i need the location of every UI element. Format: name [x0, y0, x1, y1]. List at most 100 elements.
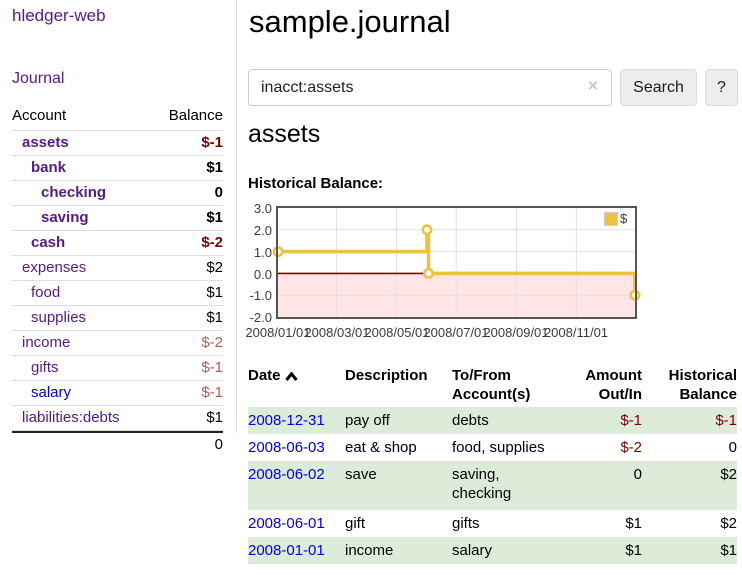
account-balance: $1	[206, 284, 223, 301]
account-balance: $-1	[201, 359, 223, 376]
description-column-header: Description	[345, 367, 428, 384]
account-balance: $1	[206, 209, 223, 226]
account-balance: $2	[206, 259, 223, 276]
transaction-description: pay off	[345, 407, 452, 434]
x-tick-label: 2008/01/01	[245, 325, 311, 340]
accounts-total-value: 0	[214, 436, 223, 453]
account-row-bank: bank $1	[12, 156, 223, 181]
legend-swatch	[604, 211, 618, 226]
transaction-amount: $1	[574, 537, 642, 564]
transaction-amount: $-1	[574, 407, 642, 434]
account-link[interactable]: gifts	[31, 359, 59, 376]
x-tick-label: 2008/09/01	[483, 325, 549, 340]
x-tick-label: 2008/03/01	[304, 325, 370, 340]
amount-column-header: Amount Out/In	[574, 364, 642, 407]
plot-border	[276, 206, 637, 319]
account-row-assets: assets $-1	[12, 131, 223, 156]
accounts-header-line1: To/From	[452, 367, 511, 384]
balance-header-line1: Historical	[668, 367, 737, 384]
transaction-row: 2008-01-01 income salary $1 $1	[248, 537, 737, 564]
transaction-date-link[interactable]: 2008-06-01	[248, 515, 325, 532]
transaction-description: eat & shop	[345, 439, 417, 456]
account-balance: $1	[206, 159, 223, 176]
search-button[interactable]: Search	[620, 69, 697, 106]
account-balance: $1	[206, 309, 223, 326]
account-link[interactable]: saving	[41, 209, 89, 226]
x-tick-label: 2008/11/01	[543, 325, 609, 340]
transaction-balance: $-1	[642, 407, 737, 434]
chart-title: Historical Balance:	[248, 175, 384, 192]
transaction-description: income	[345, 537, 452, 564]
account-link[interactable]: checking	[41, 184, 107, 201]
transaction-date-link[interactable]: 2008-06-03	[248, 439, 325, 456]
date-header-label: Date	[248, 367, 281, 384]
transaction-date-link[interactable]: 2008-12-31	[248, 412, 325, 429]
transaction-row: 2008-12-31 pay off debts $-1 $-1	[248, 407, 737, 434]
transaction-accounts: debts	[452, 407, 574, 434]
transaction-date-link[interactable]: 2008-06-02	[248, 466, 325, 483]
account-row-saving: saving $1	[12, 206, 223, 231]
transaction-accounts: salary	[452, 537, 574, 564]
app-title-link[interactable]: hledger-web	[12, 6, 106, 25]
account-balance: $-2	[201, 234, 223, 251]
sidebar: hledger-web Journal Account Balance asse…	[0, 0, 237, 453]
transaction-balance: $2	[720, 515, 737, 532]
amount-header-line2: Out/In	[598, 386, 642, 403]
amount-header-line1: Amount	[585, 367, 642, 384]
transaction-amount: $1	[625, 515, 642, 532]
transaction-accounts: saving, checking	[452, 461, 574, 510]
transaction-row: 2008-06-03 eat & shop food, supplies $-2…	[248, 434, 737, 461]
y-tick-label: 2.0	[253, 223, 272, 238]
sidebar-item-journal[interactable]: Journal	[12, 70, 65, 87]
transaction-balance: 0	[728, 439, 737, 456]
y-tick-label: -1.0	[249, 288, 272, 303]
register-table: Date Description To/From Account(s) Amou…	[248, 364, 737, 564]
search-input[interactable]	[248, 69, 612, 106]
account-link[interactable]: assets	[22, 134, 69, 151]
transaction-amount: 0	[574, 461, 642, 510]
account-link[interactable]: supplies	[31, 309, 87, 326]
transaction-accounts: gifts	[452, 515, 480, 532]
accounts-table-header: Account Balance	[12, 102, 223, 131]
transaction-row: 2008-06-01 gift gifts $1 $2	[248, 510, 737, 537]
balance-line-chart	[272, 206, 641, 319]
account-link[interactable]: income	[22, 334, 71, 351]
clear-search-icon[interactable]: ×	[588, 76, 598, 95]
balance-header-line2: Balance	[679, 386, 737, 403]
accounts-total-row: 0	[12, 431, 223, 456]
account-row-liabilities-debts: liabilities:debts $1	[12, 406, 223, 431]
account-link[interactable]: food	[31, 284, 61, 301]
account-link[interactable]: salary	[31, 384, 72, 401]
x-tick-label: 2008/07/01	[423, 325, 489, 340]
x-tick-label: 2008/05/01	[364, 325, 430, 340]
account-link[interactable]: bank	[31, 159, 67, 176]
account-balance: $-1	[201, 384, 223, 401]
balance-column-header: Balance	[168, 107, 223, 124]
account-balance: 0	[214, 184, 223, 201]
y-tick-label: -2.0	[249, 310, 272, 325]
account-link[interactable]: cash	[31, 234, 66, 251]
account-row-salary: salary $-1	[12, 381, 223, 406]
accounts-table: Account Balance assets $-1 bank $1 check…	[12, 102, 223, 456]
transaction-accounts: food, supplies	[452, 439, 545, 456]
account-link[interactable]: expenses	[22, 259, 87, 276]
accounts-header-line2: Account(s)	[452, 386, 531, 403]
account-row-income: income $-2	[12, 331, 223, 356]
account-row-cash: cash $-2	[12, 231, 223, 256]
account-row-expenses: expenses $2	[12, 256, 223, 281]
transaction-description: gift	[345, 515, 366, 532]
accounts-column-header: To/From Account(s)	[452, 364, 574, 407]
transaction-balance: $2	[642, 461, 737, 510]
y-tick-label: 1.0	[253, 245, 272, 260]
account-balance: $1	[206, 409, 223, 426]
transaction-row: 2008-06-02 save saving, checking 0 $2	[248, 461, 737, 510]
account-row-gifts: gifts $-1	[12, 356, 223, 381]
transaction-date-link[interactable]: 2008-01-01	[248, 542, 325, 559]
account-link[interactable]: liabilities:debts	[22, 409, 120, 426]
date-column-header[interactable]: Date	[248, 364, 345, 407]
account-heading: assets	[248, 120, 321, 148]
register-header-row: Date Description To/From Account(s) Amou…	[248, 364, 737, 407]
help-button[interactable]: ?	[705, 69, 738, 106]
account-balance: $-1	[201, 134, 223, 151]
